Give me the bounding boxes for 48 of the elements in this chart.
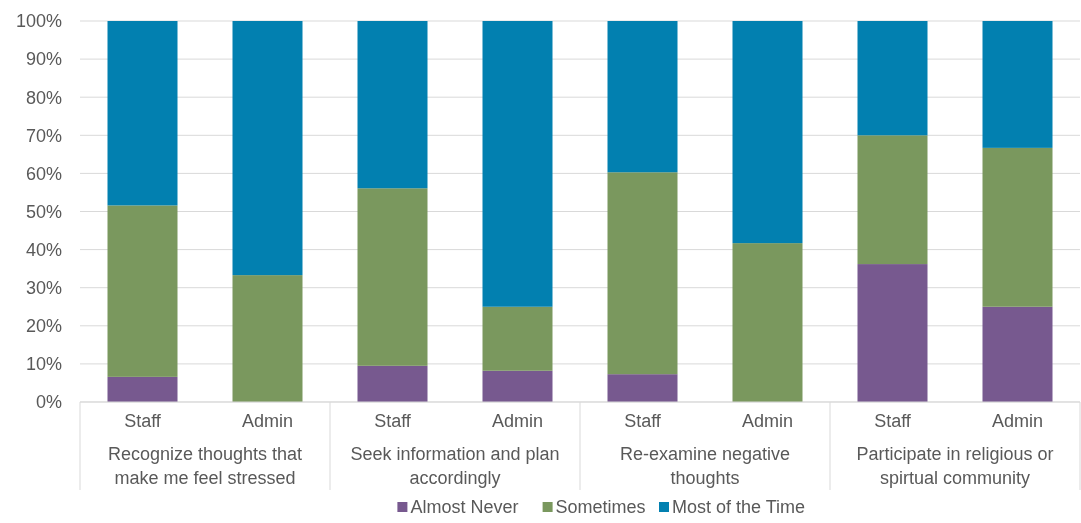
y-tick-label: 10%	[25, 354, 62, 375]
y-tick-label: 30%	[25, 278, 62, 298]
bar	[107, 376, 178, 402]
bar	[232, 21, 303, 276]
legend-label: Sometimes	[555, 497, 646, 517]
bar	[107, 21, 178, 206]
bar	[982, 21, 1053, 148]
y-tick-label: 20%	[25, 316, 62, 337]
text: Participate in religious or spirtual community	[856, 444, 1054, 488]
bar	[732, 243, 803, 402]
bar	[482, 370, 553, 402]
bar	[482, 306, 553, 371]
bar	[607, 21, 678, 173]
x-tick-label: Admin	[491, 411, 544, 431]
bar	[857, 264, 928, 402]
text: Recognize thoughts that make me feel stressed	[107, 444, 303, 488]
bar	[607, 172, 678, 375]
legend-label: Most of the Time	[672, 497, 806, 517]
x-tick-label: Admin	[241, 411, 294, 431]
x-tick-label: Admin	[741, 411, 794, 431]
bar	[857, 135, 928, 265]
bar	[857, 21, 928, 136]
bar	[357, 188, 428, 366]
y-tick-label: 70%	[25, 125, 62, 146]
y-tick-label: 80%	[25, 87, 62, 108]
bar	[357, 365, 428, 402]
y-tick-label: 60%	[25, 163, 62, 184]
y-tick-label: 100%	[15, 11, 62, 32]
bar	[107, 205, 178, 377]
y-tick-label: 50%	[25, 201, 62, 222]
x-tick-label: Staff	[124, 411, 162, 431]
bar	[357, 21, 428, 189]
bar	[482, 21, 553, 307]
bar	[732, 21, 803, 244]
bar	[982, 147, 1053, 307]
y-tick-label: 0%	[35, 392, 62, 413]
text: Re-examine negative thoughts	[619, 444, 791, 488]
x-tick-label: Admin	[991, 411, 1044, 431]
x-tick-label: Staff	[874, 411, 912, 431]
bar	[982, 306, 1053, 402]
text: Seek information and plan accordingly	[350, 444, 560, 488]
x-tick-label: Staff	[624, 411, 662, 431]
x-tick-label: Staff	[374, 411, 412, 431]
bar	[607, 374, 678, 402]
bar	[232, 275, 303, 402]
legend-label: Almost Never	[410, 497, 519, 517]
y-tick-label: 90%	[25, 49, 62, 70]
y-tick-label: 40%	[25, 239, 62, 260]
